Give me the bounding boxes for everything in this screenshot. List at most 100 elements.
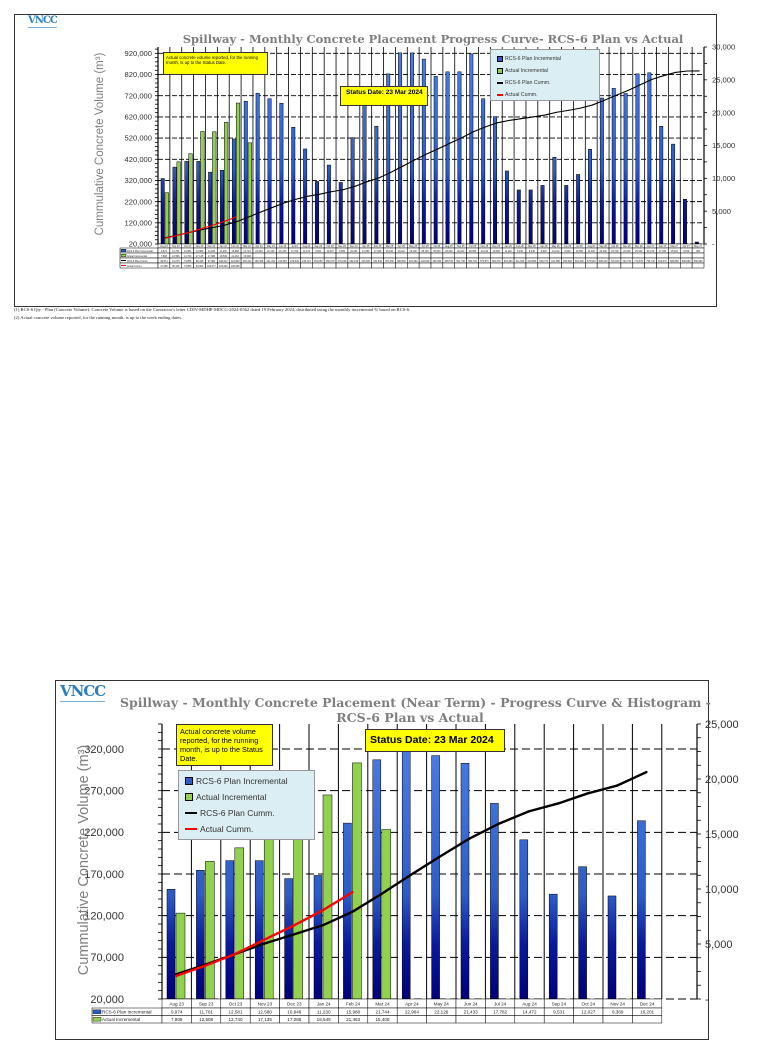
plan-cumm-point	[603, 99, 605, 101]
table-cell-value: 10,946	[287, 1010, 301, 1015]
table-cell-value: 814,670	[658, 260, 667, 263]
table-cell-value: 10,946	[208, 250, 216, 253]
right-axis-tick-label: 5,000	[705, 939, 733, 951]
table-month-label: Aug 23	[169, 1001, 184, 1006]
legend-label: RCS-6 Plan Cumm.	[505, 80, 551, 86]
plan-cumm-point	[263, 942, 266, 945]
table-cell-value: 11,230	[220, 250, 228, 253]
table-cell-value: 572,870	[480, 260, 489, 263]
plan-cumm-point	[586, 792, 589, 795]
table-month-label: Oct 24	[327, 245, 335, 248]
table-cell-value: 9,369	[339, 250, 346, 253]
plan-cumm-point	[351, 910, 354, 914]
table-cell-value: 331,540	[373, 260, 382, 263]
plan-cumm-point	[568, 109, 570, 111]
plan-cumm-point	[283, 202, 285, 204]
plan-cumm-point	[413, 159, 415, 161]
legend-item-actual-cumm: Actual Cumm.	[185, 821, 308, 837]
left-axis-tick-label: 620,000	[125, 113, 152, 122]
table-row-label: Actual Cumm.	[127, 265, 142, 268]
table-month-label: Jan 27	[647, 245, 655, 248]
table-cell-value: 415,660	[409, 260, 418, 263]
right-axis-tick-label: 20,000	[705, 774, 739, 786]
plan-cumm-point	[645, 770, 648, 774]
bottom-chart-y-axis-label: Cummulative Concrete Volume (m³)	[76, 744, 92, 976]
table-cell-value: 11,120	[505, 250, 513, 253]
table-legend-swatch-icon	[120, 254, 127, 257]
plan-cumm-point	[579, 107, 581, 109]
table-cell-value: 603,390	[504, 260, 513, 263]
table-cell-value: 14,472	[303, 250, 311, 253]
table-cell-value: 698,140	[599, 260, 608, 263]
legend-label: RCS-6 Plan Incremental	[196, 776, 288, 786]
plan-cumm-point	[615, 784, 619, 787]
table-cell-value: 770,670	[634, 260, 643, 263]
table-month-label: Sep 23	[172, 245, 180, 248]
table-cell-value: 17,940	[374, 250, 382, 253]
plan-cumm-point	[484, 126, 487, 128]
table-month-label: Jan 24	[220, 245, 228, 248]
plan-cumm-point	[544, 114, 546, 116]
table-cell-value: 22,964	[405, 1010, 419, 1015]
table-month-label: Jul 24	[291, 245, 298, 248]
table-cell-value: 21,744	[243, 250, 251, 253]
plan-cumm-point	[473, 131, 475, 133]
actual-cumm-point	[223, 220, 225, 222]
table-cell-value: 7,808	[171, 1017, 183, 1022]
table-month-label: Jun 26	[564, 245, 572, 248]
table-cell-value: 9,369	[612, 1010, 624, 1015]
table-month-label: Sep 23	[199, 1001, 214, 1006]
table-cell-value: 90,991	[196, 265, 204, 268]
table-cell	[632, 1015, 663, 1024]
table-cell-value: 12,027	[326, 250, 334, 253]
table-cell-value: 12,508	[199, 1017, 213, 1022]
left-axis-tick-label: 120,000	[84, 911, 124, 923]
table-cell-value: 829,880	[670, 260, 679, 263]
table-cell-value: 443,820	[421, 260, 430, 263]
actual-cumm-point	[263, 938, 266, 942]
table-month-label: Oct 25	[469, 245, 477, 248]
table-cell-value: 22,920	[623, 250, 631, 253]
table-cell-value: 124,600	[231, 260, 240, 263]
table-row-label: Actual Incremental	[102, 1017, 140, 1022]
plan-cumm-point	[615, 94, 617, 96]
table-cell-value: 12,580	[258, 1010, 272, 1015]
table-cell-value: 836,690	[682, 260, 691, 263]
legend-item-plan-cumm: RCS-6 Plan Cumm.	[185, 805, 308, 821]
plan-cumm-point	[235, 221, 237, 223]
table-month-label: May 27	[694, 245, 703, 248]
table-cell-value: 86,436	[196, 260, 204, 263]
green-swatch-icon	[185, 793, 193, 801]
table-cell-value: 60,116	[172, 265, 180, 268]
plan-cumm-point	[468, 837, 472, 840]
table-cell-value: 12,508	[172, 255, 180, 258]
table-month-label: Dec 24	[350, 245, 358, 248]
table-month-label: Feb 26	[516, 245, 524, 248]
plan-cumm-point	[321, 923, 325, 927]
plan-cumm-point	[498, 822, 501, 825]
black-line-icon	[497, 82, 503, 84]
table-cell-value: 12,581	[228, 1010, 242, 1015]
table-cell-value: 21,433	[279, 250, 287, 253]
right-axis-tick-label: 30,000	[712, 43, 735, 52]
logo-text: VNCC	[60, 682, 106, 700]
table-cell-value: 9,974	[161, 250, 168, 253]
plan-cumm-point	[686, 70, 688, 72]
table-cell-value: 21,350	[362, 250, 370, 253]
table-cell-value: 17,782	[291, 250, 299, 253]
legend-item-actual-cumm: Actual Cumm.	[497, 89, 593, 101]
table-row-label: Actual Incremental	[127, 255, 147, 258]
table-cell-value: 357,450	[385, 260, 394, 263]
actual-cumm-point	[292, 924, 295, 927]
table-month-label: Sep 24	[314, 245, 322, 248]
table-cell-value: 73,856	[184, 260, 192, 263]
legend-label: RCS-6 Plan Cumm.	[200, 808, 275, 818]
table-month-label: Apr 24	[405, 1001, 419, 1006]
right-axis-tick-label: 15,000	[705, 829, 739, 841]
table-month-label: Mar 24	[243, 245, 251, 248]
table-month-label: Mar 25	[386, 245, 394, 248]
vncc-logo: VNCC	[28, 15, 58, 28]
table-cell-value: 17,930	[659, 250, 667, 253]
table-cell-value: 721,840	[611, 260, 620, 263]
